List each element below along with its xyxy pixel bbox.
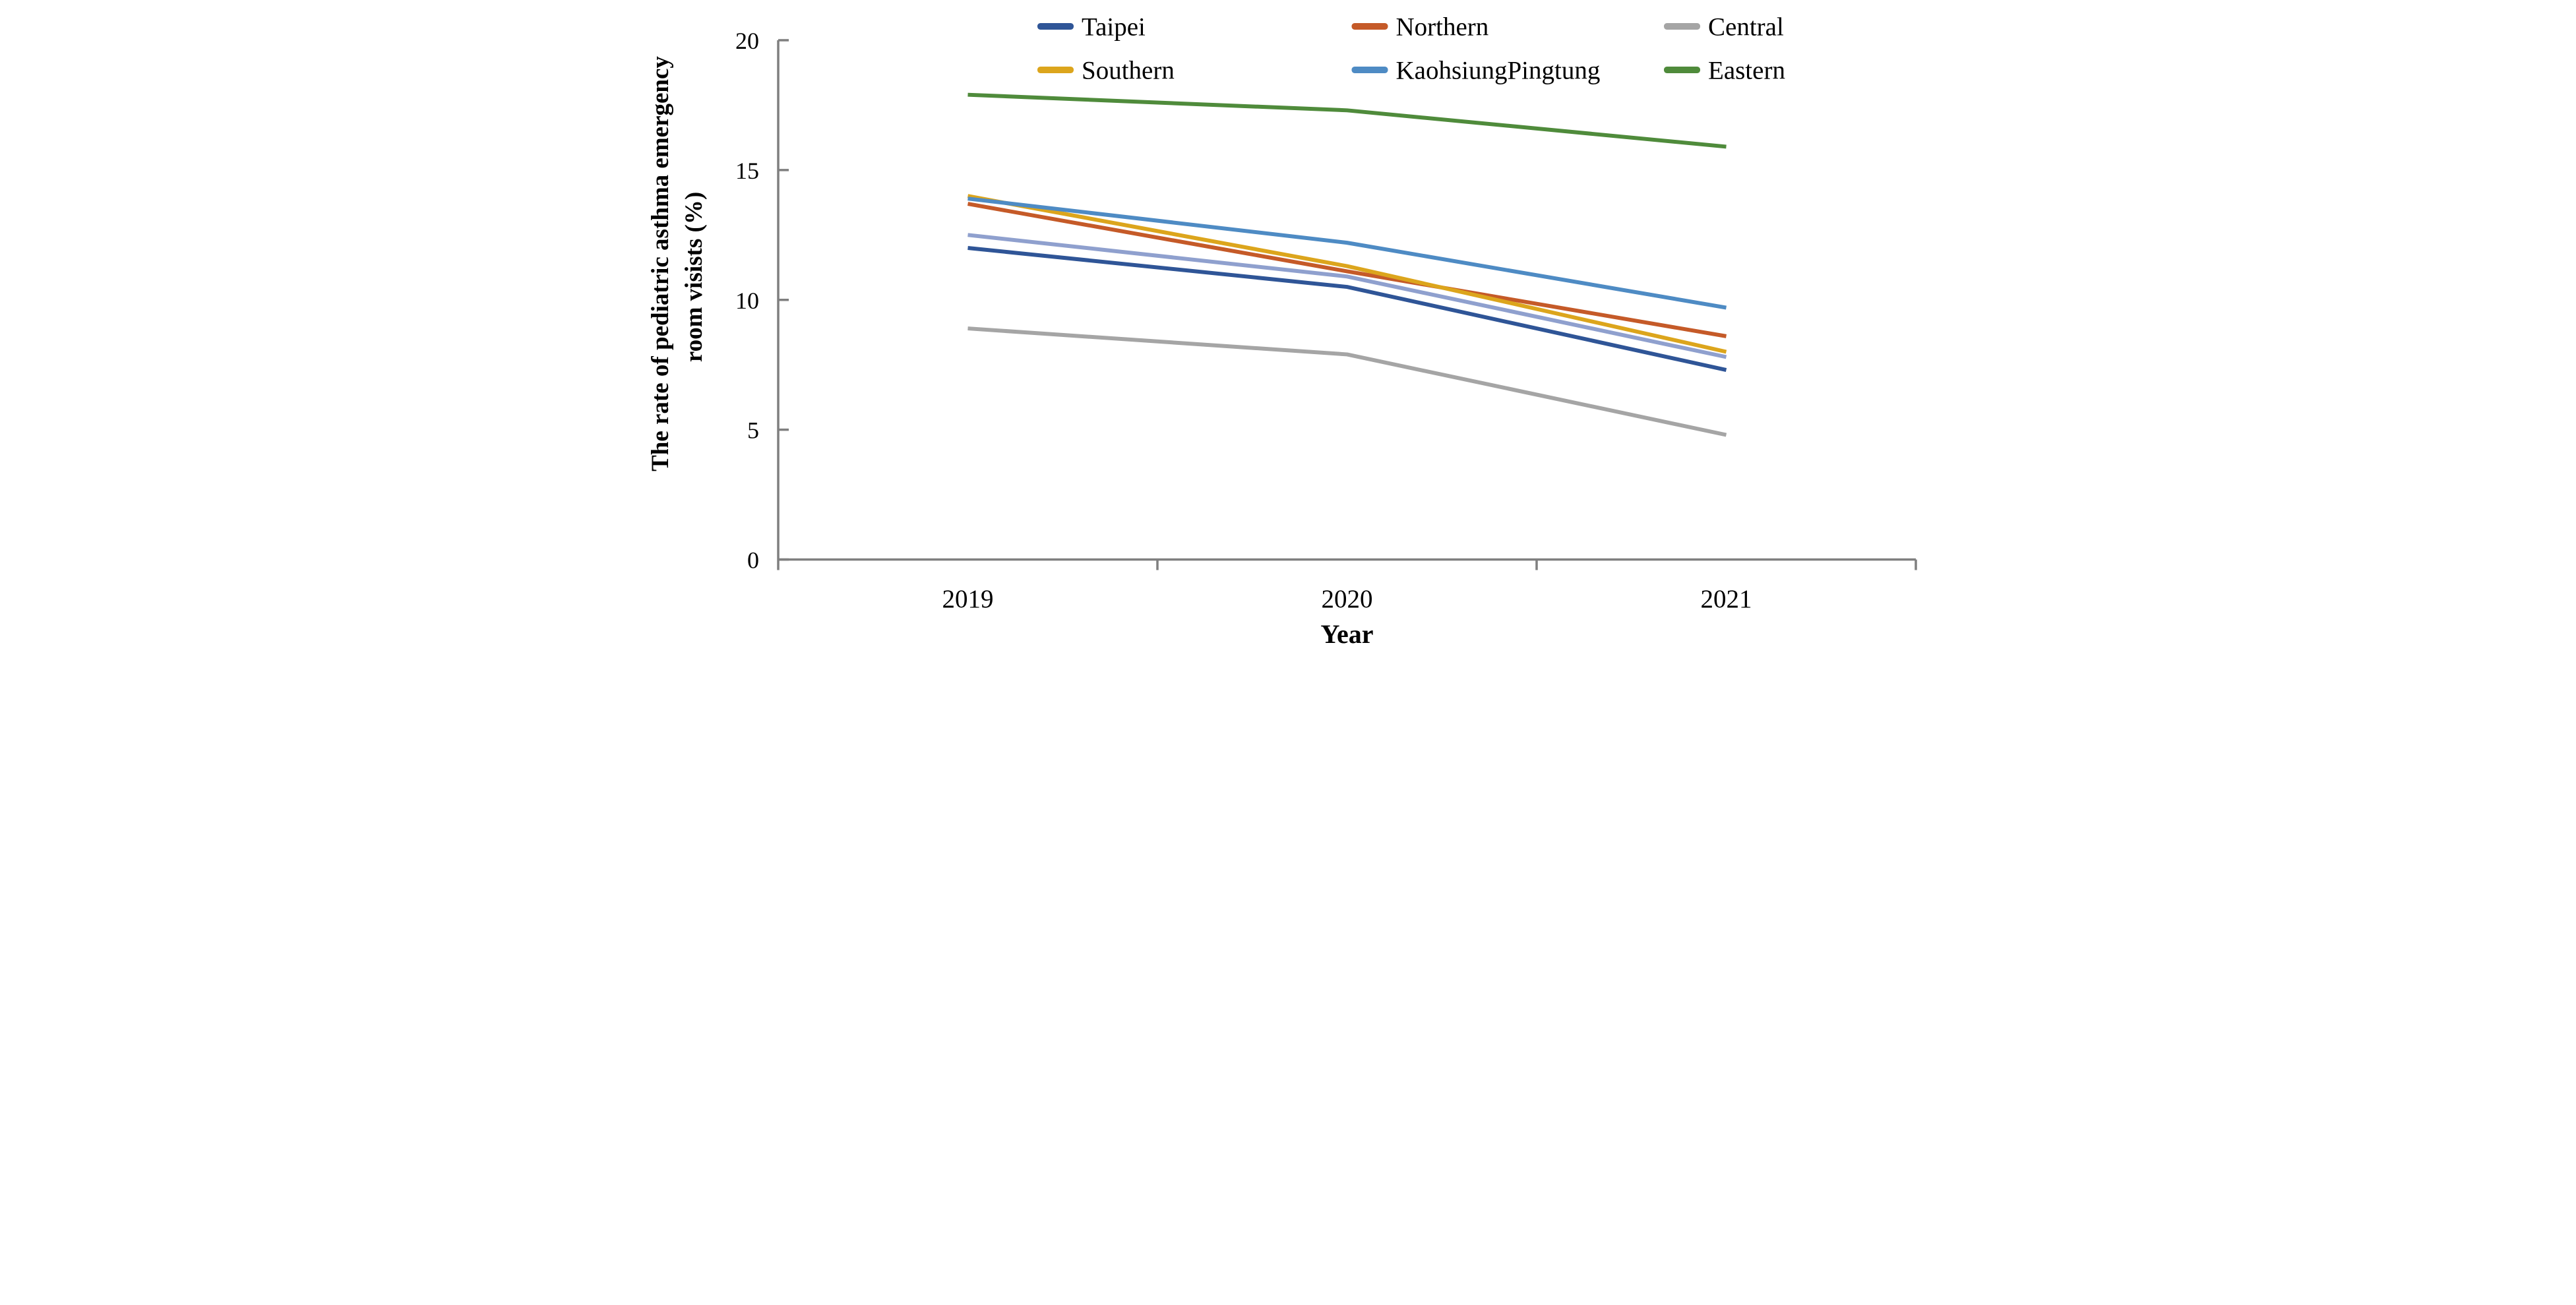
series-group	[967, 92, 1727, 437]
figure-container: 0 5 10 15 20 2019 2020 2021 Taipei Northern Centr…	[644, 0, 1932, 653]
legend-swatch-Central	[1663, 23, 1700, 30]
legend-label-Eastern: Eastern	[1708, 57, 1785, 85]
line-series-Eastern	[967, 92, 1727, 149]
asthma-er-visits-line-chart: 0 5 10 15 20 2019 2020 2021 Taipei Northern Centr…	[644, 0, 1932, 653]
legend-label-KaohsiungPingtung: KaohsiungPingtung	[1395, 57, 1600, 85]
legend-label-Central: Central	[1708, 13, 1784, 42]
y-axis-title-line1: The rate of pediatric asthma emergency	[647, 56, 674, 471]
x-axis-title: Year	[1320, 619, 1373, 649]
y-tick-label: 10	[735, 288, 759, 314]
y-axis-title-line2: room visists (%)	[681, 192, 708, 362]
legend-item-Eastern: Eastern	[1663, 57, 1785, 85]
line-series-Southern	[967, 194, 1727, 354]
y-tick-label: 5	[747, 417, 759, 444]
y-tick-label: 20	[735, 28, 759, 54]
line-series-Taipei	[967, 246, 1727, 372]
legend-label-Southern: Southern	[1082, 57, 1175, 85]
legend-label-Northern: Northern	[1395, 13, 1488, 42]
line-series-KaohsiungPingtung	[967, 197, 1727, 310]
line-series-Northern	[967, 202, 1727, 338]
line-series-Central	[967, 326, 1727, 437]
legend-item-Taipei: Taipei	[1037, 13, 1146, 42]
y-tick-label: 0	[747, 547, 759, 574]
legend-group: Taipei Northern Central Southern KaohsiungPi…	[1037, 13, 1785, 85]
legend-swatch-Eastern	[1663, 67, 1700, 73]
x-tick-label: 2019	[942, 585, 993, 613]
line-series-unlabeled	[967, 233, 1727, 359]
legend-item-KaohsiungPingtung: KaohsiungPingtung	[1351, 57, 1600, 85]
legend-item-Northern: Northern	[1351, 13, 1488, 42]
axes-group: 0 5 10 15 20 2019 2020 2021	[735, 28, 1917, 613]
legend-swatch-Taipei	[1037, 23, 1074, 30]
x-tick-label: 2020	[1321, 585, 1372, 613]
legend-swatch-Northern	[1351, 23, 1388, 30]
legend-swatch-KaohsiungPingtung	[1351, 67, 1388, 73]
y-tick-label: 15	[735, 158, 759, 184]
x-tick-label: 2021	[1700, 585, 1752, 613]
legend-label-Taipei: Taipei	[1082, 13, 1146, 42]
legend-item-Central: Central	[1663, 13, 1784, 42]
legend-item-Southern: Southern	[1037, 57, 1175, 85]
legend-swatch-Southern	[1037, 67, 1074, 73]
